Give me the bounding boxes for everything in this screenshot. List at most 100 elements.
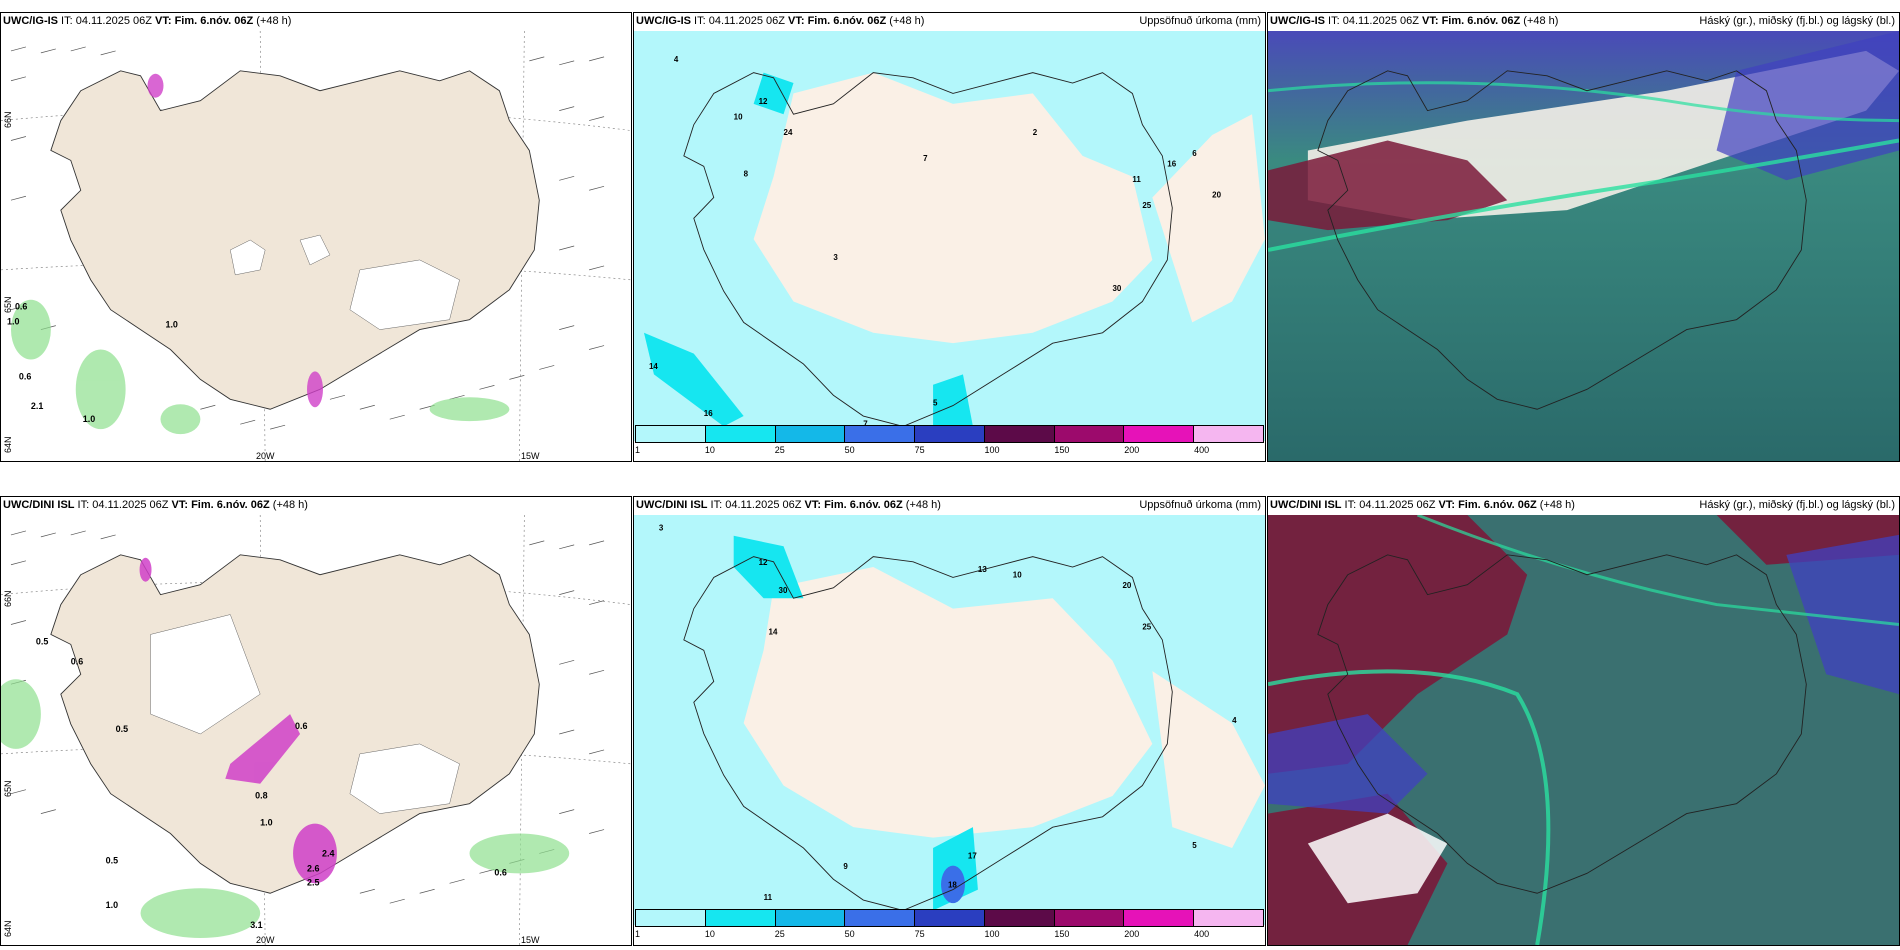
colorbar-segment <box>636 910 706 926</box>
colorbar-label: 75 <box>914 929 925 939</box>
colorbar-segment <box>775 910 846 926</box>
cloud-low-red <box>1268 140 1508 231</box>
precip-value: 7 <box>923 154 928 163</box>
panel-r1c3-cloud-map: UWC/IG-IS IT: 04.11.2025 06Z VT: Fim. 6.… <box>1267 12 1900 462</box>
coastline <box>1317 554 1807 894</box>
map-canvas: 3 12 30 14 13 10 20 25 17 18 11 9 6 8 4 … <box>634 515 1265 925</box>
colorbar-labels: 1 10 25 50 75 100 150 200 400 <box>635 929 1264 941</box>
precip-value: 13 <box>978 565 987 574</box>
precip-value: 16 <box>704 409 713 418</box>
panel-r1c1-wind-map: UWC/IG-IS IT: 04.11.2025 06Z VT: Fim. 6.… <box>0 12 632 462</box>
value-label: 1.0 <box>7 317 19 327</box>
precip-value: 30 <box>1112 284 1121 293</box>
colorbar-segment <box>915 910 985 926</box>
panel-title: UWC/IG-IS IT: 04.11.2025 06Z VT: Fim. 6.… <box>3 15 292 27</box>
value-label: 0.6 <box>15 302 27 312</box>
colorbar-segment <box>1194 910 1264 926</box>
precip-value: 10 <box>1013 570 1022 579</box>
panel-r1c2-precip-map: UWC/IG-IS IT: 04.11.2025 06Z VT: Fim. 6.… <box>633 12 1266 462</box>
colorbar-label: 100 <box>984 929 1000 939</box>
cloud-mid-blue <box>1716 31 1899 181</box>
precip-magenta <box>139 557 337 884</box>
colorbar-label: 400 <box>1194 445 1210 455</box>
colorbar-segment <box>915 426 985 442</box>
precip-value: 11 <box>764 893 773 902</box>
colorbar-segment <box>1054 910 1125 926</box>
colorbar-segment <box>845 426 916 442</box>
precip-value: 18 <box>948 880 957 889</box>
precip-value: 5 <box>933 398 938 407</box>
colorbar-label: 75 <box>914 445 925 455</box>
precip-value: 6 <box>1192 149 1197 158</box>
lon-label: 20W <box>256 935 275 945</box>
colorbar-label: 1 <box>635 445 641 455</box>
colorbar-label: 400 <box>1194 929 1210 939</box>
value-label: 0.6 <box>295 721 307 731</box>
panel-r2c2-precip-map: UWC/DINI ISL IT: 04.11.2025 06Z VT: Fim.… <box>633 496 1266 946</box>
lon-label: 15W <box>521 935 540 945</box>
value-label: 2.5 <box>307 877 319 887</box>
precip-value: 8 <box>744 170 749 179</box>
colorbar-segment <box>1194 426 1264 442</box>
map-canvas <box>1268 515 1899 945</box>
coastline <box>683 72 1173 427</box>
value-label: 1.0 <box>165 320 177 330</box>
cloud-white <box>1307 813 1448 904</box>
colorbar-segment <box>984 426 1055 442</box>
value-label: 0.6 <box>71 656 83 666</box>
panel-title: UWC/DINI ISL IT: 04.11.2025 06Z VT: Fim.… <box>1270 499 1575 511</box>
precip-value: 5 <box>1192 841 1197 850</box>
colorbar-label: 10 <box>704 445 715 455</box>
value-label: 0.5 <box>36 636 48 646</box>
value-label: 0.6 <box>19 371 31 381</box>
lon-label: 15W <box>521 451 540 461</box>
precip-value: 16 <box>1167 159 1176 168</box>
lat-label: 65N <box>3 296 13 313</box>
panel-legend-title: Uppsöfnuð úrkoma (mm) <box>1139 499 1261 511</box>
map-canvas <box>1268 31 1899 461</box>
panel-legend-title: Háský (gr.), miðský (fj.bl.) og lágský (… <box>1699 15 1895 27</box>
precip-value: 14 <box>649 362 658 371</box>
precip-value: 12 <box>759 97 768 106</box>
lat-label: 66N <box>3 590 13 607</box>
precip-green <box>10 299 510 435</box>
value-label: 2.1 <box>31 401 43 411</box>
precip-value: 3 <box>659 523 664 532</box>
precip-green <box>1 679 570 939</box>
colorbar-segment <box>705 426 776 442</box>
colorbar-label: 25 <box>774 929 785 939</box>
cloud-green-band <box>1268 138 1899 252</box>
colorbar-label: 200 <box>1124 929 1140 939</box>
precip-value: 30 <box>779 586 788 595</box>
lat-label: 66N <box>3 111 13 128</box>
precip-heavy <box>643 72 973 441</box>
value-label: 3.1 <box>250 920 262 930</box>
map-canvas: 0.5 0.6 0.5 0.6 0.8 1.0 2.4 2.6 2.5 0.5 … <box>1 515 631 945</box>
panel-title: UWC/IG-IS IT: 04.11.2025 06Z VT: Fim. 6.… <box>636 15 925 27</box>
precip-blue <box>941 865 965 904</box>
land-dry <box>753 72 1153 344</box>
value-label: 0.6 <box>494 867 506 877</box>
colorbar-segment <box>845 910 916 926</box>
cloud-green-band <box>1416 515 1899 626</box>
value-label: 1.0 <box>83 414 95 424</box>
value-label: 1.0 <box>260 818 272 828</box>
cloud-mid-blue <box>1268 714 1428 814</box>
value-label: 2.4 <box>322 848 334 858</box>
precip-value: 7 <box>863 419 868 428</box>
coastline <box>683 556 1173 911</box>
iceland-land <box>50 70 540 410</box>
colorbar-label: 25 <box>774 445 785 455</box>
precip-value: 20 <box>1212 190 1221 199</box>
precip-value: 17 <box>968 851 977 860</box>
precip-value: 11 <box>1132 175 1141 184</box>
precip-colorbar <box>635 425 1264 443</box>
panel-title: UWC/IG-IS IT: 04.11.2025 06Z VT: Fim. 6.… <box>1270 15 1559 27</box>
precip-value: 20 <box>1122 581 1131 590</box>
value-label: 0.5 <box>106 855 118 865</box>
precip-value: 4 <box>1232 716 1237 725</box>
lat-label: 64N <box>3 920 13 937</box>
colorbar-label: 150 <box>1054 929 1070 939</box>
value-label: 1.0 <box>106 900 118 910</box>
colorbar-segment <box>1124 910 1195 926</box>
